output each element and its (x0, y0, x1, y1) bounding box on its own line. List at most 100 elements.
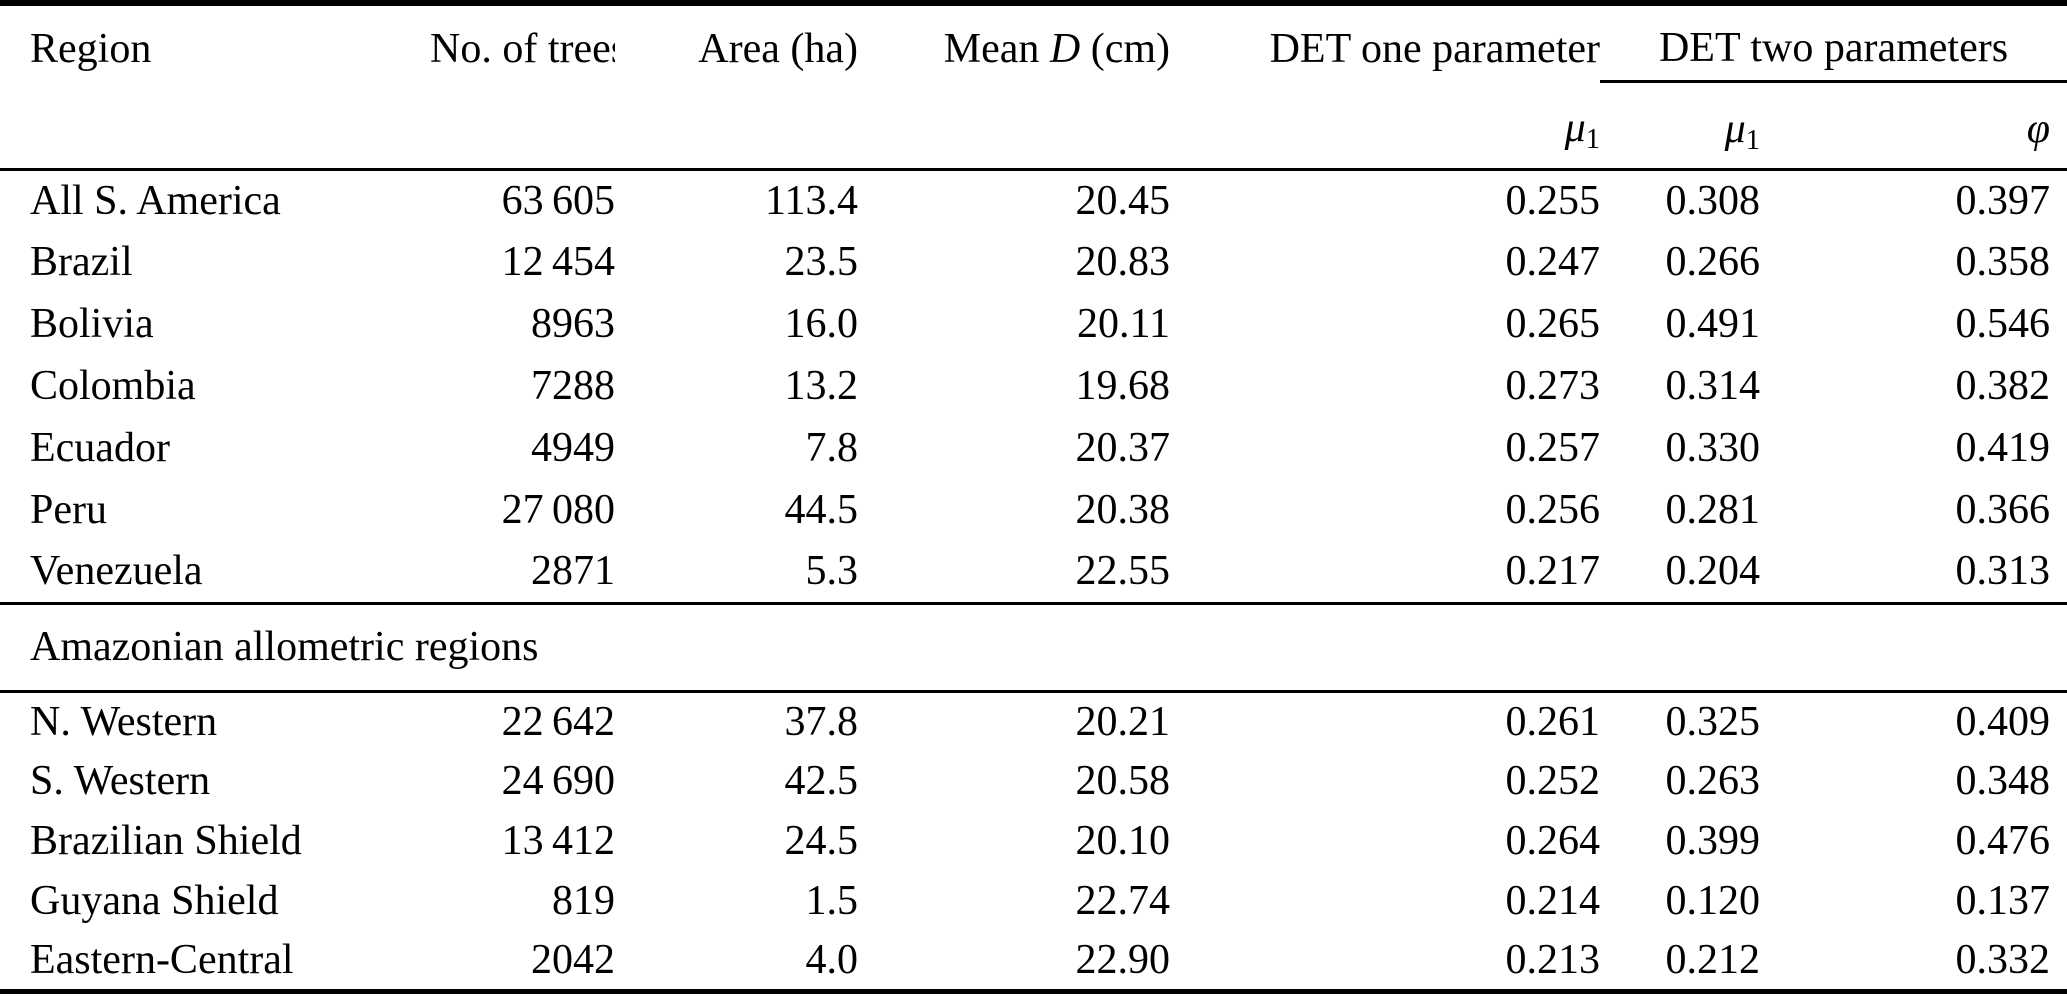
cell-det-one-mu1: 0.247 (1505, 239, 1601, 285)
cell-region: S. Western (30, 758, 211, 804)
mu-subscript: 1 (1745, 125, 1760, 157)
cell-det-two-mu1: 0.281 (1665, 487, 1761, 533)
cell-area-ha: 13.2 (784, 363, 859, 409)
cell-det-two-phi: 0.476 (1955, 818, 2051, 864)
cell-det-one-mu1: 0.252 (1505, 758, 1601, 804)
cell-area-ha: 5.3 (805, 548, 859, 595)
cell-det-two-mu1: 0.330 (1665, 425, 1761, 471)
col-header-det-two-mu1: μ1 (1600, 81, 1760, 171)
header-spacer (858, 81, 1170, 171)
cell-no-of-trees: 22 642 (501, 698, 615, 745)
cell-mean-d: 20.45 (1075, 177, 1171, 224)
cell-det-two-phi: 0.358 (1955, 239, 2051, 285)
cell-det-two-mu1: 0.325 (1665, 698, 1761, 745)
cell-det-two-phi: 0.313 (1955, 548, 2051, 595)
col-header-det-two-parameters: DET two parameters (1600, 3, 2067, 83)
cell-region: Bolivia (30, 301, 154, 347)
cell-det-one-mu1: 0.213 (1505, 936, 1601, 983)
cell-mean-d: 20.58 (1075, 758, 1171, 804)
table-row: Bolivia 8963 16.0 20.11 0.265 0.491 0.54… (0, 293, 2067, 355)
cell-area-ha: 42.5 (784, 758, 859, 804)
header-row-2: μ1 μ1 φ (0, 81, 2067, 171)
mu-subscript: 1 (1585, 124, 1600, 156)
col-header-no-of-trees: No. of trees (430, 25, 615, 72)
cell-area-ha: 16.0 (784, 301, 859, 347)
col-header-region: Region (30, 25, 152, 72)
table-row: N. Western 22 642 37.8 20.21 0.261 0.325… (0, 691, 2067, 751)
header-spacer (615, 81, 858, 171)
cell-no-of-trees: 4949 (531, 425, 615, 471)
cell-mean-d: 22.90 (1075, 936, 1171, 983)
mean-d-symbol: D (1049, 25, 1081, 72)
col-header-det-one-parameter: DET one parameter (1269, 25, 1600, 72)
col-header-det-two-phi: φ (1760, 81, 2067, 171)
cell-area-ha: 7.8 (805, 425, 859, 471)
cell-det-two-mu1: 0.491 (1665, 301, 1761, 347)
mu-symbol: μ (1564, 105, 1586, 152)
cell-region: Eastern-Central (30, 936, 294, 983)
cell-det-two-phi: 0.382 (1955, 363, 2051, 409)
cell-no-of-trees: 7288 (531, 363, 615, 409)
cell-det-one-mu1: 0.273 (1505, 363, 1601, 409)
cell-area-ha: 1.5 (805, 878, 859, 924)
mean-d-prefix: Mean (943, 25, 1050, 72)
cell-mean-d: 22.55 (1075, 548, 1171, 595)
cell-det-two-phi: 0.332 (1955, 936, 2051, 983)
country-rows: All S. America 63 605 113.4 20.45 0.255 … (0, 169, 2067, 603)
cell-det-two-mu1: 0.204 (1665, 548, 1761, 595)
cell-det-one-mu1: 0.261 (1505, 698, 1601, 745)
table-row: Peru 27 080 44.5 20.38 0.256 0.281 0.366 (0, 479, 2067, 541)
cell-mean-d: 19.68 (1075, 363, 1171, 409)
cell-region: N. Western (30, 698, 218, 745)
section-header-group: Amazonian allometric regions (0, 603, 2067, 693)
cell-no-of-trees: 2042 (531, 936, 615, 983)
mean-d-suffix: (cm) (1080, 25, 1170, 72)
cell-det-two-phi: 0.419 (1955, 425, 2051, 471)
cell-no-of-trees: 13 412 (501, 818, 615, 864)
table-row: S. Western 24 690 42.5 20.58 0.252 0.263… (0, 751, 2067, 811)
table-row: Ecuador 4949 7.8 20.37 0.257 0.330 0.419 (0, 417, 2067, 479)
cell-det-two-phi: 0.397 (1955, 177, 2051, 224)
cell-no-of-trees: 12 454 (501, 239, 615, 285)
cell-det-two-mu1: 0.212 (1665, 936, 1761, 983)
cell-area-ha: 23.5 (784, 239, 859, 285)
cell-area-ha: 44.5 (784, 487, 859, 533)
cell-det-one-mu1: 0.255 (1505, 177, 1601, 224)
cell-det-one-mu1: 0.217 (1505, 548, 1601, 595)
table-header: Region No. of trees Area (ha) Mean D (cm… (0, 3, 2067, 171)
cell-no-of-trees: 8963 (531, 301, 615, 347)
table-row: Colombia 7288 13.2 19.68 0.273 0.314 0.3… (0, 355, 2067, 417)
table-row: Guyana Shield 819 1.5 22.74 0.214 0.120 … (0, 871, 2067, 931)
cell-det-one-mu1: 0.256 (1505, 487, 1601, 533)
cell-region: All S. America (30, 177, 281, 224)
cell-region: Venezuela (30, 548, 203, 595)
cell-mean-d: 20.83 (1075, 239, 1171, 285)
cell-det-two-mu1: 0.263 (1665, 758, 1761, 804)
table-row: Venezuela 2871 5.3 22.55 0.217 0.204 0.3… (0, 541, 2067, 603)
col-header-det-one-mu1: μ1 (1170, 81, 1600, 171)
cell-det-two-phi: 0.546 (1955, 301, 2051, 347)
phi-symbol: φ (2026, 106, 2051, 152)
cell-det-one-mu1: 0.264 (1505, 818, 1601, 864)
cell-det-two-mu1: 0.308 (1665, 177, 1761, 224)
cell-det-one-mu1: 0.265 (1505, 301, 1601, 347)
header-spacer (0, 81, 430, 171)
table-row: Brazilian Shield 13 412 24.5 20.10 0.264… (0, 811, 2067, 871)
cell-det-two-mu1: 0.120 (1665, 878, 1761, 924)
cell-det-two-phi: 0.137 (1955, 878, 2051, 924)
cell-no-of-trees: 27 080 (501, 487, 615, 533)
cell-no-of-trees: 63 605 (501, 177, 615, 224)
section-header-row: Amazonian allometric regions (0, 603, 2067, 693)
cell-region: Brazil (30, 239, 133, 285)
cell-no-of-trees: 2871 (531, 548, 615, 595)
header-spacer (430, 81, 615, 171)
cell-det-two-phi: 0.409 (1955, 698, 2051, 745)
amazonian-region-rows: N. Western 22 642 37.8 20.21 0.261 0.325… (0, 691, 2067, 991)
cell-det-two-phi: 0.348 (1955, 758, 2051, 804)
cell-mean-d: 20.38 (1075, 487, 1171, 533)
cell-area-ha: 24.5 (784, 818, 859, 864)
cell-mean-d: 20.37 (1075, 425, 1171, 471)
cell-det-two-phi: 0.366 (1955, 487, 2051, 533)
cell-det-two-mu1: 0.399 (1665, 818, 1761, 864)
